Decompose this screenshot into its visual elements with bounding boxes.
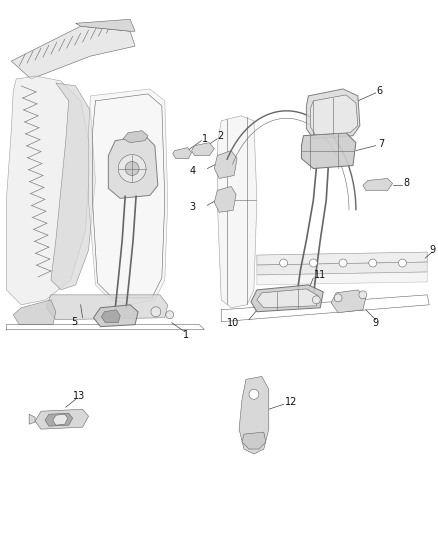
Polygon shape — [239, 376, 269, 454]
Polygon shape — [35, 409, 88, 429]
Polygon shape — [257, 272, 427, 285]
Polygon shape — [257, 262, 427, 275]
Polygon shape — [257, 289, 318, 308]
Polygon shape — [11, 26, 135, 79]
Text: 6: 6 — [377, 86, 383, 96]
Text: 2: 2 — [217, 131, 223, 141]
Text: 5: 5 — [71, 317, 77, 327]
Text: 1: 1 — [183, 329, 189, 340]
Polygon shape — [217, 116, 257, 308]
Circle shape — [312, 296, 320, 304]
Text: 4: 4 — [189, 166, 195, 175]
Text: 8: 8 — [403, 179, 410, 189]
Polygon shape — [191, 143, 214, 156]
Polygon shape — [53, 414, 68, 425]
Polygon shape — [123, 131, 148, 143]
Circle shape — [359, 291, 367, 299]
Polygon shape — [214, 151, 237, 179]
Polygon shape — [102, 310, 120, 322]
Circle shape — [151, 307, 161, 317]
Text: 7: 7 — [378, 139, 384, 149]
Polygon shape — [45, 413, 73, 426]
Polygon shape — [6, 76, 91, 305]
Circle shape — [166, 311, 174, 319]
Polygon shape — [76, 19, 135, 31]
Text: 1: 1 — [202, 134, 208, 144]
Polygon shape — [363, 179, 392, 190]
Polygon shape — [307, 89, 360, 139]
Circle shape — [334, 294, 342, 302]
Circle shape — [369, 259, 377, 267]
Polygon shape — [242, 432, 266, 449]
Text: 9: 9 — [429, 245, 435, 255]
Text: 11: 11 — [314, 270, 327, 280]
Text: 9: 9 — [373, 318, 379, 328]
Polygon shape — [251, 285, 323, 312]
Polygon shape — [257, 252, 427, 265]
Circle shape — [309, 259, 317, 267]
Polygon shape — [46, 295, 168, 320]
Polygon shape — [301, 133, 356, 168]
Polygon shape — [93, 305, 138, 327]
Polygon shape — [51, 83, 95, 290]
Circle shape — [339, 259, 347, 267]
Circle shape — [249, 389, 259, 399]
Polygon shape — [173, 148, 191, 158]
Text: 13: 13 — [73, 391, 85, 401]
Text: 10: 10 — [227, 318, 239, 328]
Polygon shape — [214, 187, 236, 212]
Circle shape — [399, 259, 406, 267]
Polygon shape — [13, 300, 56, 325]
Polygon shape — [311, 95, 358, 135]
Text: 12: 12 — [285, 397, 297, 407]
Polygon shape — [108, 136, 158, 198]
Circle shape — [279, 259, 288, 267]
Circle shape — [125, 161, 139, 175]
Polygon shape — [331, 290, 366, 313]
Polygon shape — [88, 89, 168, 305]
Polygon shape — [29, 414, 35, 424]
Text: 3: 3 — [189, 203, 195, 212]
Circle shape — [118, 155, 146, 182]
